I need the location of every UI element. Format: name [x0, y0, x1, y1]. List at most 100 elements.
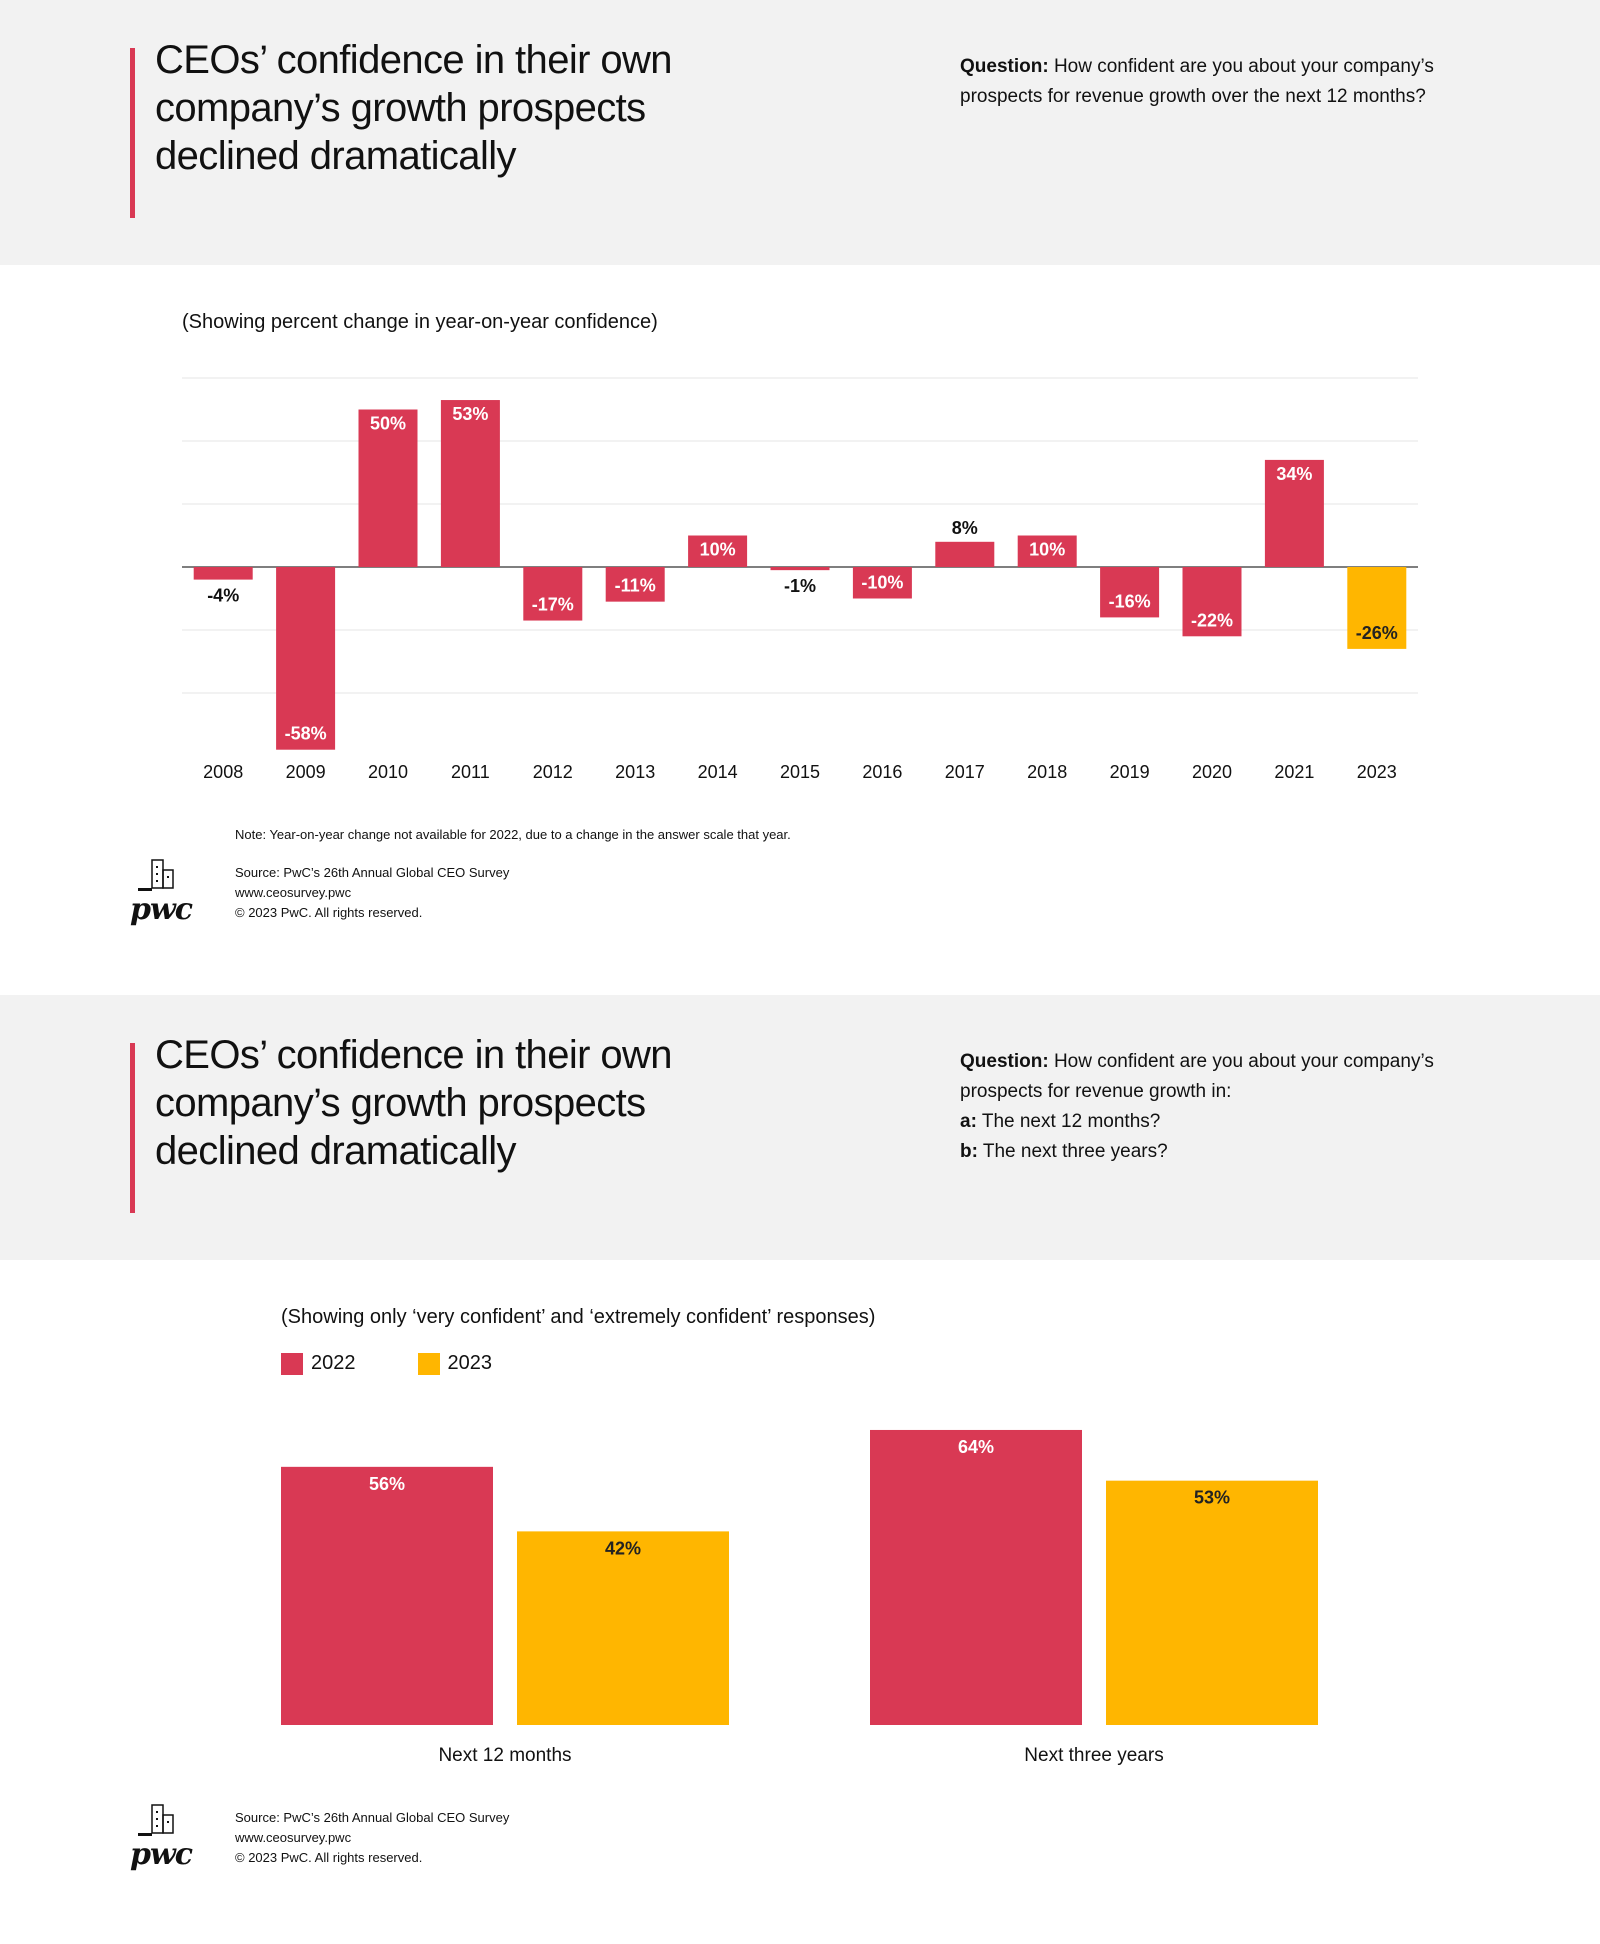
- chart-panel-yoy: CEOs’ confidence in their own company’s …: [0, 0, 1600, 928]
- survey-question: Question: How confident are you about yo…: [960, 1047, 1520, 1167]
- data-label: 42%: [605, 1538, 641, 1558]
- x-tick-label: 2011: [451, 762, 490, 782]
- bar: [1347, 567, 1407, 649]
- x-tick-label: 2023: [1357, 762, 1397, 782]
- x-tick-label: 2020: [1192, 762, 1232, 782]
- source-url: www.ceosurvey.pwc: [235, 1830, 352, 1845]
- pwc-logo: pwc: [130, 1803, 200, 1873]
- data-label: -11%: [615, 576, 656, 596]
- chart-legend: 2022 2023: [281, 1352, 554, 1375]
- yoy-bar-chart: -4% 2008 -58% 2009 50% 2010 53% 2011 -17% 2012 -11…: [182, 377, 1418, 782]
- legend-swatch: [281, 1352, 303, 1375]
- data-label: 10%: [700, 540, 736, 560]
- data-label: -16%: [1109, 591, 1151, 611]
- x-tick-label: 2021: [1274, 762, 1314, 782]
- data-label: 53%: [452, 404, 488, 424]
- x-tick-label: 2015: [780, 762, 820, 782]
- x-tick-label: 2017: [945, 762, 985, 782]
- question-item-a: a: The next 12 months?: [960, 1111, 1161, 1132]
- source-url: www.ceosurvey.pwc: [235, 885, 352, 900]
- data-label: 53%: [1194, 1488, 1230, 1508]
- building-icon: [138, 859, 174, 891]
- comparison-bar-chart: 56% 42% Next 12 months 64% 53% Next three yea…: [281, 1429, 1318, 1766]
- source-block: Source: PwC’s 26th Annual Global CEO Sur…: [235, 1808, 509, 1868]
- data-label: 34%: [1276, 464, 1312, 484]
- chart-subtitle: (Showing percent change in year-on-year …: [182, 311, 658, 333]
- x-tick-label: 2013: [615, 762, 655, 782]
- building-icon: [138, 1804, 174, 1836]
- question-item-b: b: The next three years?: [960, 1141, 1168, 1162]
- header-band: [0, 995, 1600, 1260]
- panel-headline: CEOs’ confidence in their own company’s …: [155, 1031, 755, 1175]
- data-label: -58%: [285, 724, 327, 744]
- question-label: Question:: [960, 56, 1049, 77]
- question-text: How confident are you about your company…: [1053, 56, 1434, 77]
- chart-panel-comparison: CEOs’ confidence in their own company’s …: [0, 995, 1600, 1944]
- data-label: -17%: [532, 595, 574, 615]
- bar: [935, 541, 995, 567]
- chart-subtitle: (Showing only ‘very confident’ and ‘extr…: [281, 1306, 876, 1328]
- x-tick-label: 2016: [862, 762, 902, 782]
- question-text: prospects for revenue growth in:: [960, 1081, 1232, 1102]
- headline-line: declined dramatically: [155, 1129, 517, 1173]
- source-line: Source: PwC’s 26th Annual Global CEO Sur…: [235, 865, 510, 880]
- bar: [358, 409, 418, 567]
- legend-label: 2023: [447, 1352, 493, 1374]
- source-line: Source: PwC’s 26th Annual Global CEO Sur…: [235, 1810, 510, 1825]
- bar: [770, 567, 830, 571]
- pwc-wordmark: pwc: [130, 892, 193, 927]
- data-label: -4%: [207, 586, 239, 606]
- x-tick-label: 2018: [1027, 762, 1067, 782]
- question-label: Question:: [960, 1051, 1049, 1072]
- legend-item-2022: 2022: [281, 1352, 356, 1375]
- headline-line: CEOs’ confidence in their own: [155, 1033, 673, 1077]
- data-label: 64%: [958, 1437, 994, 1457]
- question-text: prospects for revenue growth over the ne…: [960, 86, 1426, 107]
- bar: [852, 567, 912, 599]
- source-block: Source: PwC’s 26th Annual Global CEO Sur…: [235, 863, 509, 923]
- x-tick-label: 2010: [368, 762, 408, 782]
- question-text: How confident are you about your company…: [1053, 1051, 1434, 1072]
- bar: [1264, 459, 1324, 567]
- accent-bar: [130, 48, 135, 218]
- pwc-logo: pwc: [130, 858, 200, 928]
- bar: [1182, 567, 1242, 637]
- data-label: -1%: [784, 576, 816, 596]
- copyright: © 2023 PwC. All rights reserved.: [235, 905, 423, 920]
- data-label: -26%: [1356, 623, 1398, 643]
- pwc-wordmark: pwc: [130, 1837, 193, 1872]
- data-label: 56%: [369, 1474, 405, 1494]
- bar: [1100, 567, 1160, 618]
- bar: [276, 567, 336, 750]
- data-label: -10%: [861, 573, 903, 593]
- bar: [193, 567, 253, 580]
- x-tick-label: 2008: [203, 762, 243, 782]
- x-tick-label: 2012: [533, 762, 573, 782]
- headline-line: CEOs’ confidence in their own: [155, 38, 673, 82]
- headline-line: company’s growth prospects: [155, 1081, 646, 1125]
- bar: [523, 567, 583, 621]
- panel-headline: CEOs’ confidence in their own company’s …: [155, 36, 755, 180]
- legend-label: 2022: [311, 1352, 356, 1374]
- bar: [605, 567, 665, 602]
- x-tick-label: 2019: [1110, 762, 1150, 782]
- bar: [281, 1466, 493, 1725]
- x-tick-label: 2009: [286, 762, 326, 782]
- bar: [440, 400, 500, 567]
- data-label: 50%: [370, 414, 406, 434]
- headline-line: declined dramatically: [155, 134, 517, 178]
- bar: [870, 1429, 1082, 1725]
- header-band: [0, 0, 1600, 265]
- copyright: © 2023 PwC. All rights reserved.: [235, 1850, 423, 1865]
- bar: [1017, 535, 1077, 567]
- data-label: 8%: [952, 518, 978, 538]
- data-label: 10%: [1029, 540, 1065, 560]
- accent-bar: [130, 1043, 135, 1213]
- legend-item-2023: 2023: [417, 1352, 493, 1375]
- bar: [688, 535, 748, 567]
- bar: [1106, 1480, 1318, 1725]
- x-tick-label: 2014: [698, 762, 738, 782]
- headline-line: company’s growth prospects: [155, 86, 646, 130]
- data-label: -22%: [1191, 610, 1233, 630]
- legend-swatch: [417, 1352, 440, 1375]
